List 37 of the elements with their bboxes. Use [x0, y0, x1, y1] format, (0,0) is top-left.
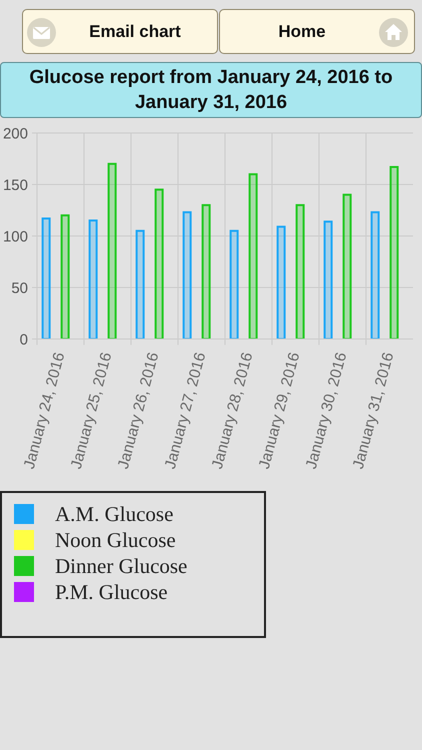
button[interactable]: Home	[219, 9, 415, 54]
bar	[296, 204, 305, 339]
chart-title: Glucose report from January 24, 2016 to January 31, 2016	[28, 66, 394, 115]
bar	[324, 220, 333, 339]
bar	[276, 226, 286, 339]
bar	[42, 217, 51, 339]
y-tick-label: 150	[2, 176, 28, 194]
legend-label: Noon Glucose	[55, 528, 176, 552]
y-tick-label: 50	[11, 280, 28, 297]
legend-label: Dinner Glucose	[55, 554, 188, 578]
bar	[154, 188, 164, 339]
y-tick-label: 0	[20, 331, 28, 348]
x-tick-label: January 29, 2016	[256, 350, 304, 471]
bar	[370, 211, 380, 339]
y-tick-label: 200	[2, 125, 28, 142]
bar	[202, 204, 211, 339]
bar	[248, 173, 258, 339]
x-tick-label: January 26, 2016	[114, 350, 162, 471]
x-tick-label: January 28, 2016	[208, 350, 256, 471]
legend-label: P.M. Glucose	[55, 580, 168, 604]
x-tick-label: January 25, 2016	[68, 350, 116, 471]
bar	[60, 214, 70, 339]
x-tick-label: January 31, 2016	[350, 350, 398, 471]
bar	[390, 166, 399, 339]
bar	[342, 194, 352, 339]
title-banner: Glucose report from January 24, 2016 to January 31, 2016	[0, 62, 422, 118]
bar	[182, 211, 192, 339]
button[interactable]: Email chart	[22, 9, 218, 54]
x-tick-label: January 24, 2016	[20, 350, 68, 471]
bar	[108, 162, 117, 339]
bar	[136, 230, 145, 339]
x-tick-label: January 30, 2016	[302, 350, 350, 471]
x-tick-label: January 27, 2016	[162, 350, 210, 471]
legend-label: A.M. Glucose	[55, 502, 174, 526]
y-tick-label: 100	[2, 228, 28, 246]
bar	[88, 220, 98, 339]
bar	[230, 230, 239, 339]
